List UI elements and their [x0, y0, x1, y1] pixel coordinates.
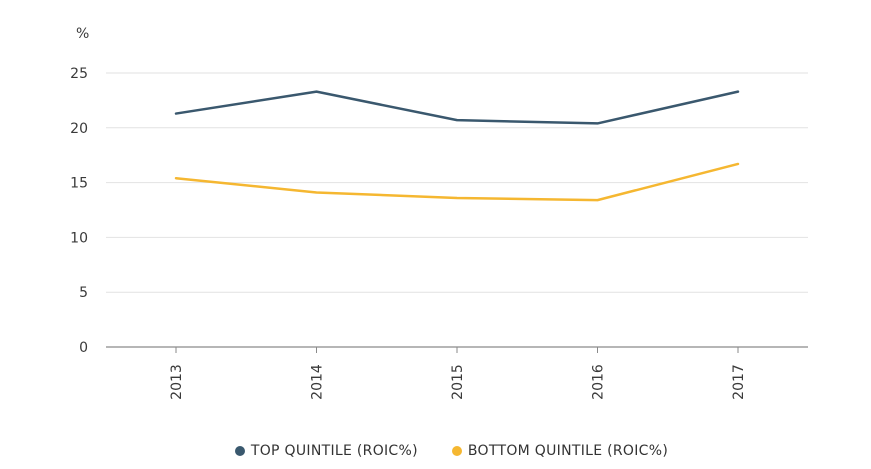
legend-item-top-quintile: TOP QUINTILE (ROIC%): [234, 443, 418, 459]
x-tick-label: 2015: [450, 364, 466, 400]
gridlines: [106, 72, 808, 348]
y-axis-unit-label: %: [76, 26, 89, 42]
legend-item-bottom-quintile: BOTTOM QUINTILE (ROIC%): [451, 443, 669, 459]
x-tick-label: 2016: [591, 364, 607, 400]
x-tick-label: 2017: [731, 364, 747, 400]
legend-label-bottom-quintile: BOTTOM QUINTILE (ROIC%): [467, 443, 669, 459]
y-tick-label: 20: [70, 121, 88, 137]
y-tick-label: 5: [79, 285, 88, 301]
series-lines: [174, 90, 740, 202]
x-axis-ticks: 2013 2014 2015 2016 2017: [169, 347, 747, 400]
legend-label-top-quintile: TOP QUINTILE (ROIC%): [250, 443, 418, 459]
series-line-bottom-quintile: [174, 162, 740, 202]
y-tick-label: 10: [70, 230, 88, 246]
y-tick-label: 25: [70, 66, 88, 82]
series-line-top-quintile: [174, 90, 740, 125]
y-tick-label: 0: [79, 340, 88, 356]
x-tick-label: 2014: [310, 364, 326, 400]
y-tick-label: 15: [70, 176, 88, 192]
legend: TOP QUINTILE (ROIC%) BOTTOM QUINTILE (RO…: [0, 440, 871, 462]
legend-dot-bottom-quintile: [451, 446, 462, 456]
y-axis-ticks: 0 5 10 15 20 25: [70, 66, 88, 356]
x-tick-label: 2013: [169, 364, 185, 400]
legend-dot-top-quintile: [234, 446, 245, 456]
